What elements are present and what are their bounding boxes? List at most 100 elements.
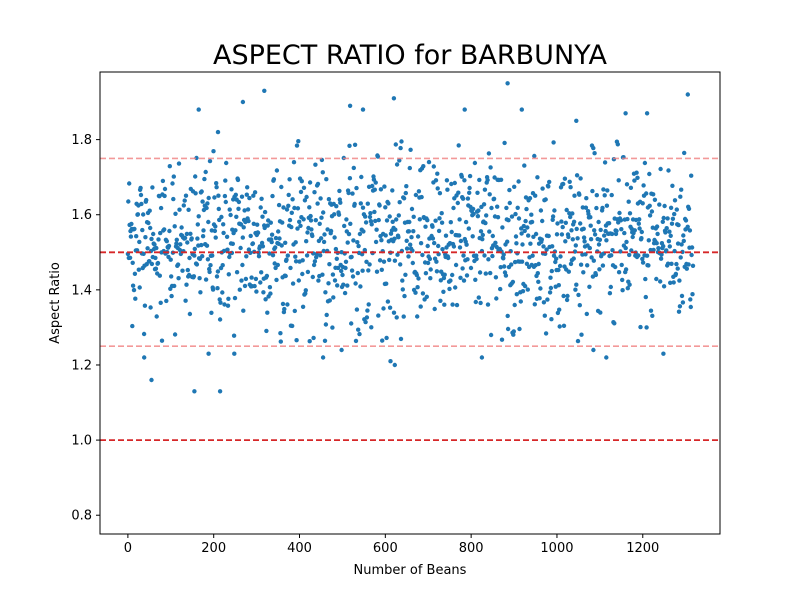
data-point xyxy=(421,164,426,169)
data-point xyxy=(264,328,269,334)
data-point xyxy=(557,307,562,312)
data-point xyxy=(172,224,177,229)
data-point xyxy=(650,313,655,318)
data-point xyxy=(474,253,479,258)
data-point xyxy=(398,145,403,151)
data-point xyxy=(597,237,603,242)
data-point xyxy=(332,235,337,240)
data-point xyxy=(442,272,447,277)
data-point xyxy=(544,247,549,252)
data-point xyxy=(483,220,488,226)
data-point xyxy=(318,196,323,201)
data-point xyxy=(203,277,209,282)
data-point xyxy=(462,178,467,183)
data-point xyxy=(335,265,341,271)
data-point xyxy=(455,200,460,206)
data-point xyxy=(522,228,527,234)
data-point xyxy=(476,295,481,300)
data-point xyxy=(376,217,381,223)
data-point xyxy=(522,283,528,289)
data-point xyxy=(242,283,248,289)
data-point xyxy=(226,272,231,277)
data-point xyxy=(404,238,409,243)
data-point xyxy=(529,219,535,225)
data-point xyxy=(460,266,465,271)
data-point xyxy=(644,191,649,196)
data-point xyxy=(550,244,555,249)
data-point xyxy=(415,285,420,290)
data-point xyxy=(216,193,221,198)
data-point xyxy=(149,261,155,267)
data-point xyxy=(462,107,467,112)
data-point xyxy=(382,184,387,189)
data-point xyxy=(623,111,628,116)
data-point xyxy=(640,201,645,206)
data-point xyxy=(409,206,415,212)
data-point xyxy=(319,215,324,220)
data-point xyxy=(311,262,317,268)
data-point xyxy=(240,235,245,240)
data-point xyxy=(268,291,273,296)
data-point xyxy=(172,283,177,289)
data-point xyxy=(339,268,344,274)
data-point xyxy=(522,163,527,168)
data-point xyxy=(680,300,686,305)
data-point xyxy=(623,267,629,272)
data-point xyxy=(439,211,444,216)
data-point xyxy=(249,275,254,280)
data-point xyxy=(343,265,348,271)
data-point xyxy=(570,211,575,216)
data-point xyxy=(347,176,353,181)
data-point xyxy=(394,315,399,320)
data-point xyxy=(392,258,398,263)
data-point xyxy=(233,192,238,197)
data-point xyxy=(618,218,624,223)
data-point xyxy=(456,190,461,195)
data-point xyxy=(318,236,324,241)
data-point xyxy=(278,339,283,344)
y-axis-label: Aspect Ratio xyxy=(48,262,63,344)
data-point xyxy=(558,254,563,259)
data-point xyxy=(373,180,378,185)
data-point xyxy=(290,281,296,286)
data-point xyxy=(597,267,602,272)
data-point xyxy=(436,243,441,249)
data-point xyxy=(550,214,556,219)
data-point xyxy=(574,226,579,232)
data-point xyxy=(628,185,634,190)
data-point xyxy=(533,193,538,198)
data-point xyxy=(637,217,642,222)
data-point xyxy=(162,227,167,232)
data-point xyxy=(294,338,299,343)
data-point xyxy=(214,274,220,279)
data-point xyxy=(171,174,176,179)
data-point xyxy=(259,196,264,201)
data-point xyxy=(351,238,356,243)
data-point xyxy=(624,239,629,245)
data-point xyxy=(261,290,266,295)
data-point xyxy=(658,279,663,284)
data-point xyxy=(295,226,300,231)
data-point xyxy=(625,286,630,291)
data-point xyxy=(195,236,200,241)
data-point xyxy=(535,175,540,180)
data-point xyxy=(416,189,422,194)
data-point xyxy=(664,226,669,231)
data-point xyxy=(562,176,568,181)
data-point xyxy=(683,218,689,223)
data-point xyxy=(636,221,641,226)
data-point xyxy=(398,262,403,267)
data-point xyxy=(138,192,144,198)
data-point xyxy=(475,214,481,219)
data-point xyxy=(471,211,476,217)
data-point xyxy=(223,178,228,183)
data-point xyxy=(241,308,246,313)
data-point xyxy=(360,205,366,210)
data-point xyxy=(669,261,674,266)
data-point xyxy=(225,247,230,252)
data-point xyxy=(567,179,572,184)
data-point xyxy=(550,217,555,222)
data-point xyxy=(484,213,489,218)
data-point xyxy=(158,205,164,211)
data-point xyxy=(247,195,252,201)
